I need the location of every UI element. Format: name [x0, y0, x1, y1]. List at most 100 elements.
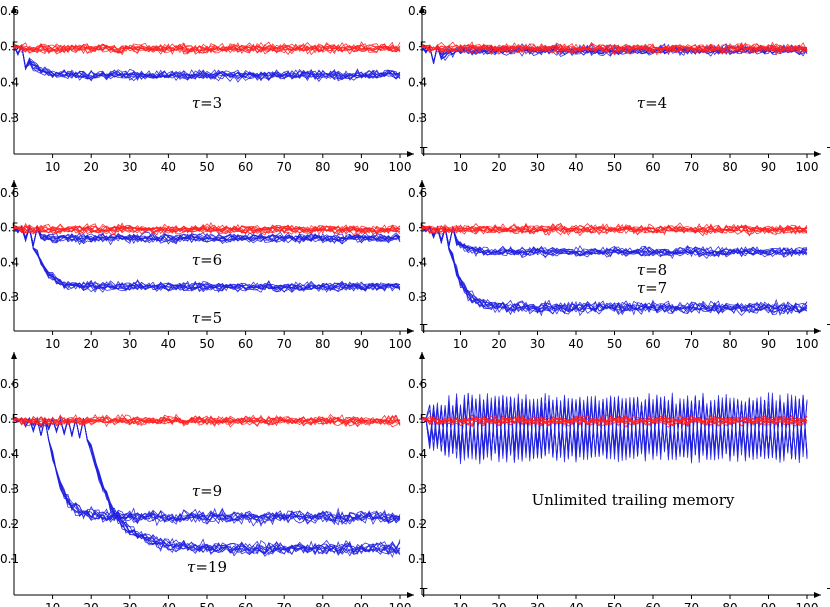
series-group [422, 41, 808, 65]
series-line-blue [422, 226, 808, 316]
series-line-blue [422, 392, 808, 463]
series-line-red [14, 222, 401, 236]
x-tick-label: 10 [453, 601, 468, 607]
y-tick-label: 0.6 [408, 4, 427, 18]
series-line-blue [14, 45, 401, 82]
series-line-red [14, 41, 401, 55]
x-tick-label: 10 [45, 337, 60, 351]
y-tick-label: 0.5 [408, 412, 427, 426]
x-tick-label: 50 [199, 337, 214, 351]
series-line-blue [422, 225, 808, 314]
x-tick-label: 20 [84, 601, 99, 607]
x-tick-label: 10 [45, 601, 60, 607]
series-line-red [14, 224, 401, 235]
series-line-red [14, 222, 401, 235]
x-tick-label: 30 [530, 601, 545, 607]
y-tick-label: 0.5 [0, 40, 19, 54]
y-tick-label: 0.4 [408, 447, 427, 461]
x-tick-label: 50 [607, 160, 622, 174]
x-tick-label: 50 [607, 601, 622, 607]
x-tick-label: 10 [453, 160, 468, 174]
series-annotation: τ=6 [192, 251, 222, 269]
x-tick-label: 60 [645, 601, 660, 607]
tau-symbol: τ [192, 251, 201, 269]
x-axis-arrow-icon [407, 328, 414, 334]
x-tick-label: 70 [277, 337, 292, 351]
x-tick-label: 40 [161, 337, 176, 351]
series-line-blue [14, 417, 401, 558]
tau-symbol: τ [192, 94, 201, 112]
series-line-blue [14, 418, 401, 527]
x-tick-label: 50 [607, 337, 622, 351]
y-tick-label: 0.5 [0, 221, 19, 235]
series-line-red [422, 415, 808, 427]
x-tick-label: 40 [568, 601, 583, 607]
series-line-red [422, 223, 808, 236]
chart-panel-bottom-right: T 10 20 30 40 50 60 70 80 90 100 0.1 0.2 0.3 0.4 0.5 0.6… [408, 352, 830, 607]
annotation-value: =6 [200, 251, 222, 269]
series-group [14, 413, 401, 558]
y-tick-label: 0.1 [0, 552, 19, 566]
series-group [422, 392, 808, 465]
y-tick-label: 0.4 [0, 255, 19, 269]
series-line-red [14, 413, 401, 427]
series-line-blue [14, 226, 401, 291]
x-tick-label: 80 [722, 160, 737, 174]
x-tick-label: 60 [645, 337, 660, 351]
series-line-red [422, 42, 808, 56]
x-tick-label: 90 [761, 337, 776, 351]
x-tick-label: 80 [315, 160, 330, 174]
series-line-blue [14, 225, 401, 293]
x-axis-arrow-icon [814, 151, 821, 157]
series-annotation: τ=19 [187, 558, 227, 576]
x-tick-label: 90 [354, 160, 369, 174]
chart-panel-top-right: T 10 20 30 40 50 60 70 80 90 100 0.3 0.4 0.5 0.6 τ=4 [408, 4, 830, 174]
x-tick-label: 30 [122, 601, 137, 607]
x-tick-label: 100 [796, 337, 819, 351]
x-tick-label: 100 [389, 601, 412, 607]
x-tick-label: 100 [389, 160, 412, 174]
x-tick-label: 70 [684, 601, 699, 607]
x-tick-label: 50 [199, 160, 214, 174]
x-tick-label: 70 [684, 160, 699, 174]
x-tick-label: 70 [684, 337, 699, 351]
series-annotation: τ=5 [192, 309, 222, 327]
annotation-value: =4 [645, 94, 667, 112]
series-line-blue [422, 225, 808, 315]
series-line-blue [14, 417, 401, 527]
series-line-red [14, 43, 401, 55]
x-axis-arrow-icon [814, 328, 821, 334]
y-tick-label: 0.5 [408, 40, 427, 54]
series-line-blue [14, 416, 401, 526]
x-tick-label: 100 [389, 337, 412, 351]
series-group [14, 222, 401, 293]
y-tick-label: 0.5 [0, 412, 19, 426]
x-tick-label: 40 [568, 337, 583, 351]
annotation-value: =5 [200, 309, 222, 327]
y-tick-label: 0.5 [408, 221, 427, 235]
x-tick-label: 90 [761, 160, 776, 174]
x-tick-label: 30 [122, 337, 137, 351]
tau-symbol: τ [637, 279, 646, 297]
x-axis-arrow-icon [407, 151, 414, 157]
x-axis-label: T [419, 322, 428, 336]
x-tick-label: 80 [722, 337, 737, 351]
x-tick-label: 80 [722, 601, 737, 607]
y-tick-label: 0.3 [0, 482, 19, 496]
y-tick-label: 0.6 [0, 186, 19, 200]
x-tick-label: 20 [491, 601, 506, 607]
annotation-value: =9 [200, 482, 222, 500]
y-tick-label: 0.4 [408, 255, 427, 269]
series-line-blue [14, 225, 401, 246]
annotation-value: =7 [645, 279, 667, 297]
x-axis-label: T [419, 145, 428, 159]
x-axis-arrow-icon [814, 592, 821, 598]
series-line-blue [422, 226, 808, 258]
series-line-red [14, 414, 401, 427]
tau-symbol: τ [637, 94, 646, 112]
y-tick-label: 0.4 [408, 75, 427, 89]
y-tick-label: 0.6 [0, 377, 19, 391]
annotation-value: =19 [195, 558, 227, 576]
